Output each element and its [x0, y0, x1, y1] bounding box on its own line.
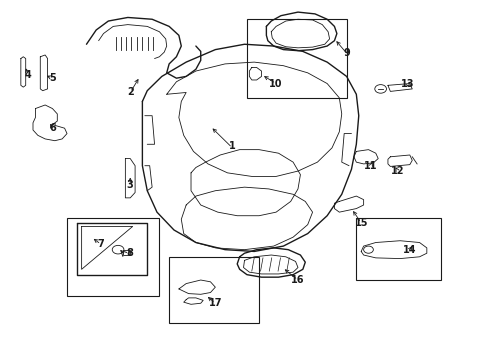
Text: 14: 14 — [402, 245, 416, 255]
Text: 9: 9 — [343, 48, 349, 58]
Text: 10: 10 — [269, 78, 282, 89]
Text: 8: 8 — [126, 248, 133, 258]
Bar — [246, 19, 346, 98]
Text: 17: 17 — [208, 298, 222, 308]
Text: 11: 11 — [364, 161, 377, 171]
Text: 3: 3 — [126, 180, 133, 190]
Text: 2: 2 — [126, 87, 133, 98]
Text: 12: 12 — [390, 166, 404, 176]
Text: 13: 13 — [400, 78, 413, 89]
Text: 1: 1 — [228, 141, 235, 151]
Bar — [169, 257, 259, 323]
Bar — [67, 217, 159, 296]
Bar — [356, 217, 441, 280]
Text: 16: 16 — [291, 275, 304, 285]
Text: 5: 5 — [49, 73, 56, 83]
Text: 4: 4 — [25, 69, 31, 80]
Text: 6: 6 — [49, 123, 56, 133]
Text: 7: 7 — [98, 239, 104, 249]
Text: 15: 15 — [354, 218, 367, 228]
